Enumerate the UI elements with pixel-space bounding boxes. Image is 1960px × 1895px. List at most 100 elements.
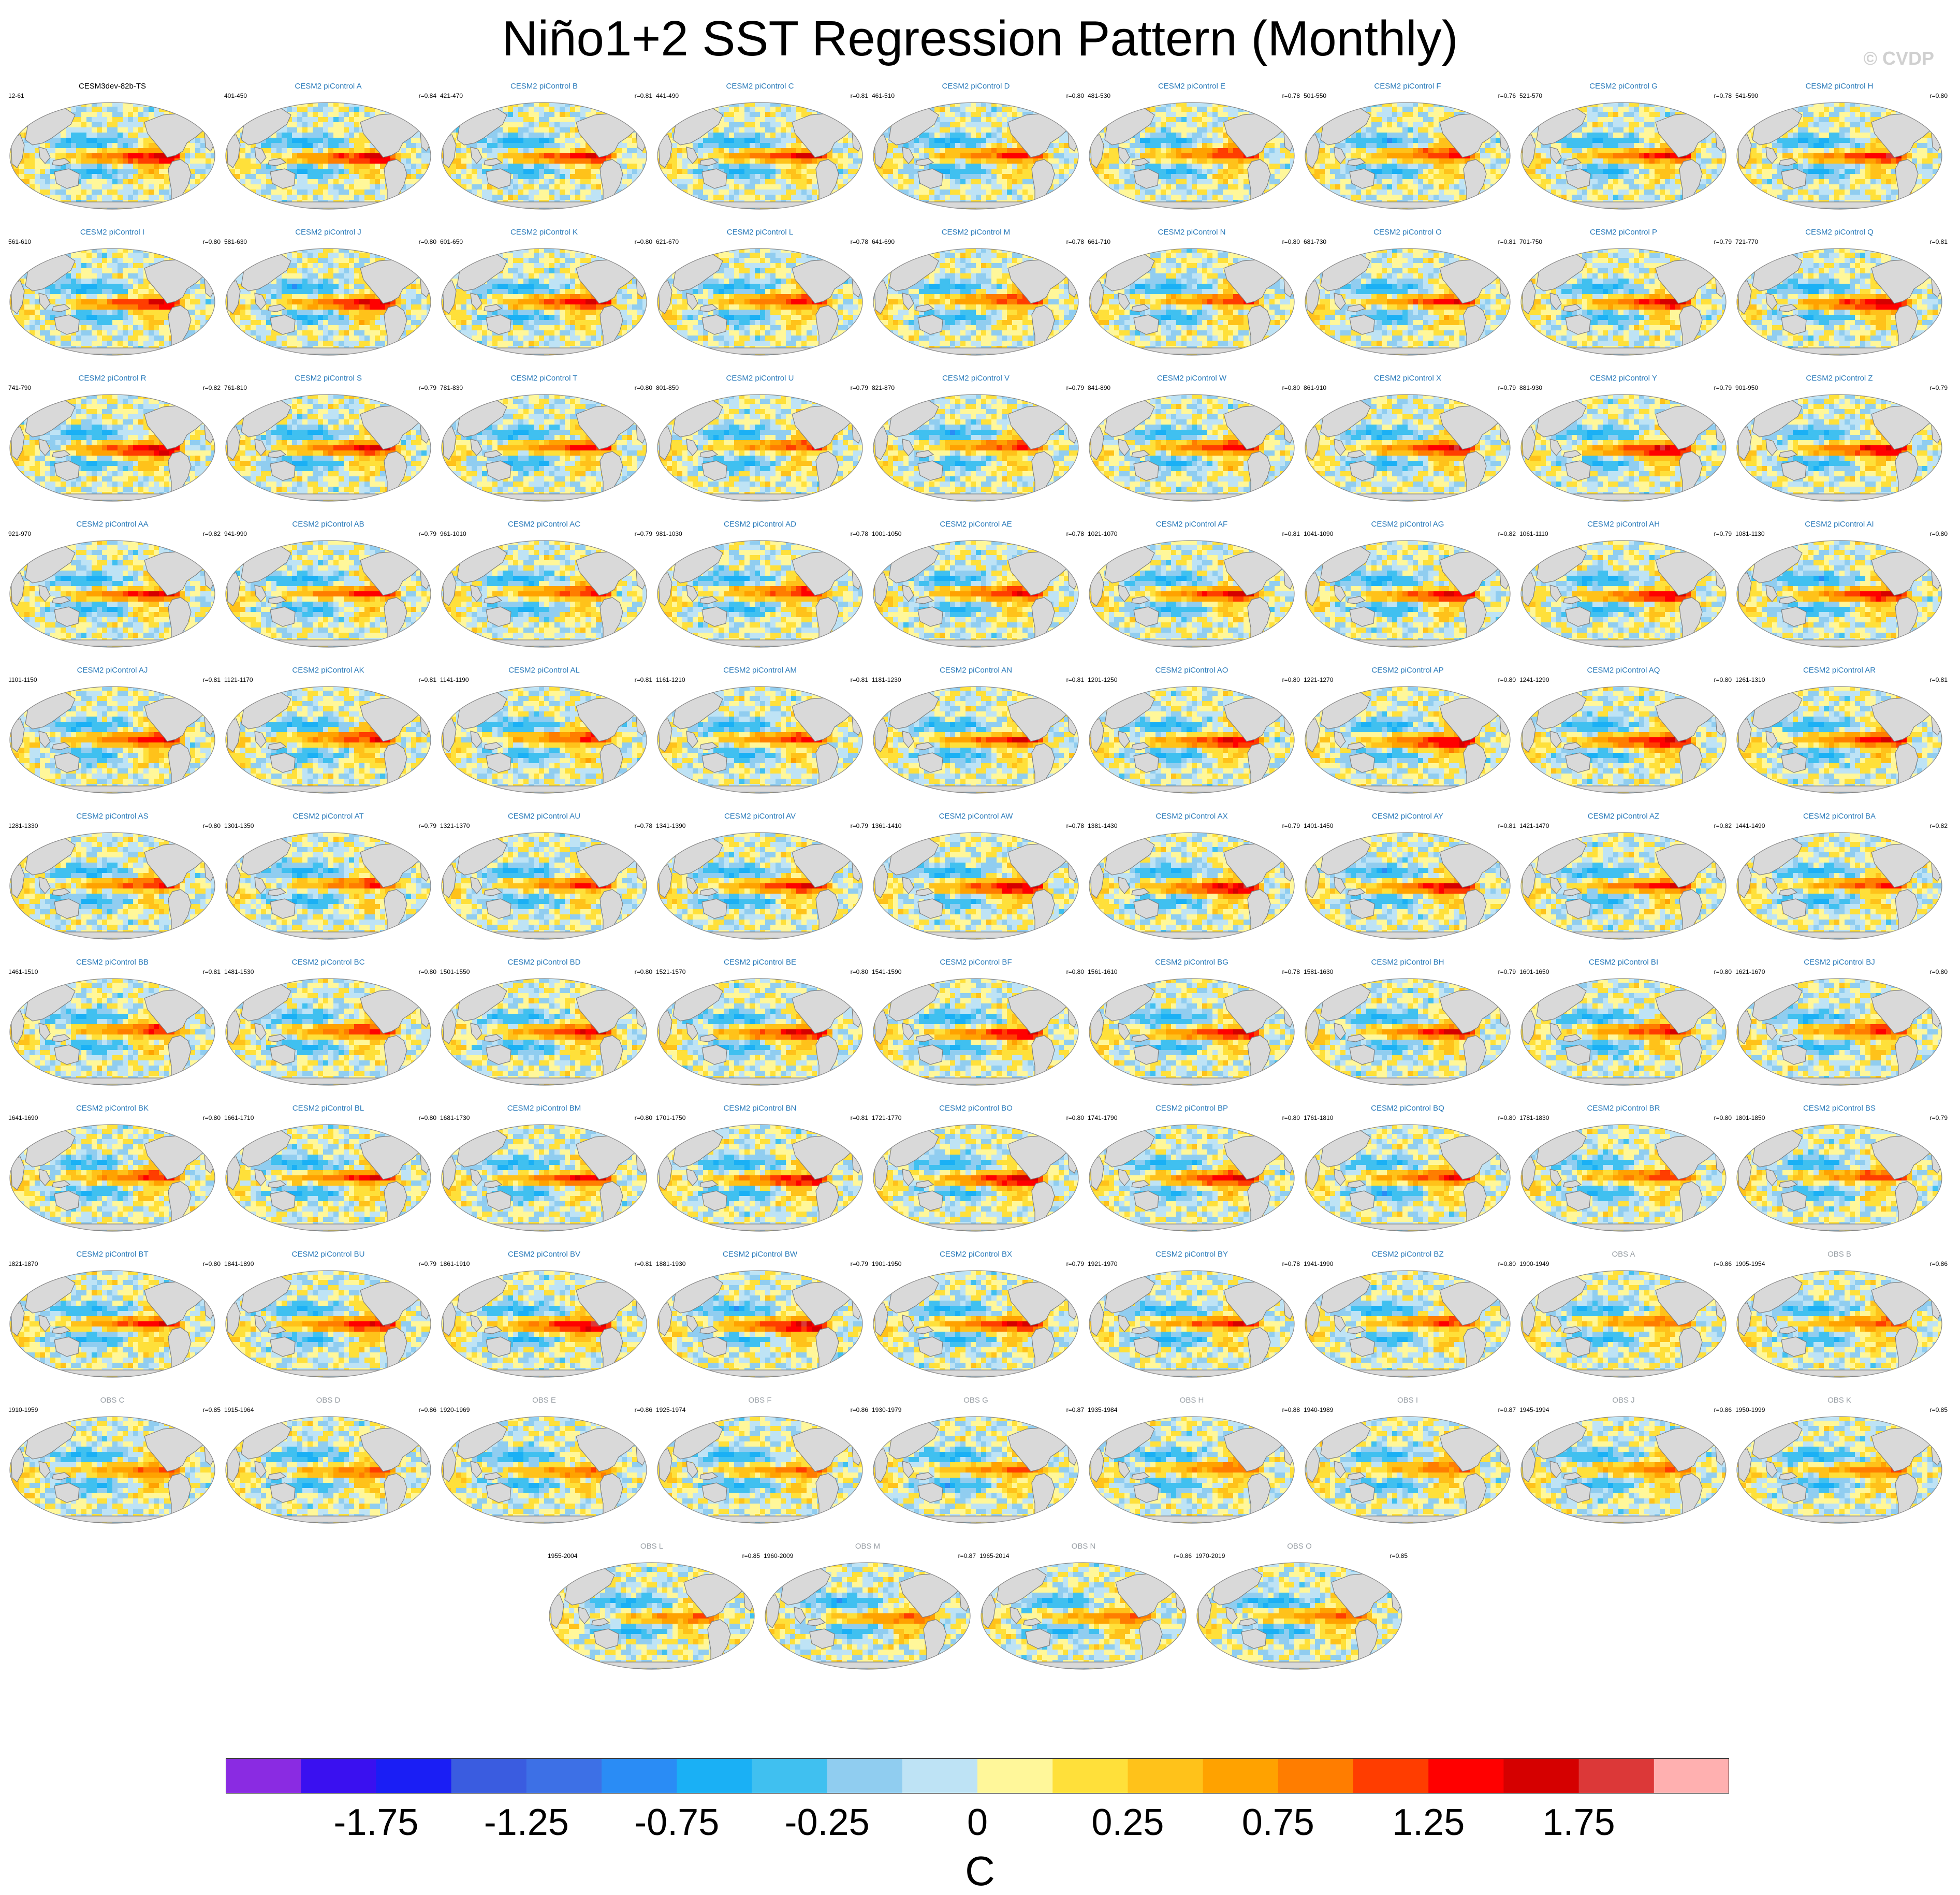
- panel-title: CESM2 piControl Q: [1733, 228, 1946, 237]
- land-mask: [404, 544, 421, 555]
- land-mask: [620, 982, 637, 993]
- land-mask: [1248, 1182, 1270, 1226]
- land-mask: [1325, 932, 1490, 938]
- land-mask: [1483, 398, 1501, 409]
- land-mask: [600, 159, 623, 204]
- panel-years: 1901-1950: [872, 1260, 901, 1267]
- robinson-map: [1304, 1270, 1511, 1378]
- panel-title: CESM2 piControl AX: [1086, 812, 1298, 821]
- panel-title: CESM2 piControl AW: [870, 812, 1082, 821]
- panel-title: CESM2 piControl AI: [1733, 520, 1946, 529]
- panel-title: OBS I: [1301, 1396, 1514, 1405]
- land-mask: [1217, 1662, 1382, 1668]
- colorbar-bin: [1128, 1758, 1203, 1794]
- panel-pattern-correlation: r=0.79: [1498, 968, 1516, 975]
- land-mask: [1915, 252, 1933, 263]
- land-mask: [168, 1474, 191, 1518]
- robinson-map: [656, 101, 864, 210]
- land-mask: [1757, 640, 1922, 646]
- land-mask: [1051, 1420, 1069, 1431]
- panel-pattern-correlation: r=0.79: [1930, 384, 1948, 391]
- land-mask: [1375, 1566, 1393, 1577]
- land-mask: [1699, 836, 1717, 847]
- land-mask: [1464, 597, 1486, 642]
- land-mask: [1248, 744, 1270, 788]
- land-mask: [620, 544, 637, 555]
- panel-title: CESM2 piControl BT: [6, 1250, 218, 1259]
- panel-title: OBS M: [762, 1542, 974, 1551]
- panel-pattern-correlation: r=0.79: [1498, 384, 1516, 391]
- panel-years: 1101-1150: [8, 676, 37, 683]
- land-mask: [404, 836, 421, 847]
- land-mask: [1032, 597, 1055, 642]
- colorbar-bin: [902, 1758, 978, 1794]
- land-mask: [404, 690, 421, 701]
- panel-title: CESM2 piControl I: [6, 228, 218, 237]
- panel-title: CESM2 piControl AV: [654, 812, 866, 821]
- land-mask: [1267, 1128, 1285, 1139]
- panel-pattern-correlation: r=0.80: [1498, 1260, 1516, 1267]
- land-mask: [620, 1420, 637, 1431]
- panel-pattern-correlation: r=0.80: [203, 822, 221, 829]
- land-mask: [188, 690, 206, 701]
- panel-title: CESM2 piControl BO: [870, 1104, 1082, 1113]
- panel-years: 1201-1250: [1088, 676, 1117, 683]
- panel-years: 1121-1170: [224, 676, 253, 683]
- land-mask: [1541, 1516, 1706, 1522]
- robinson-map: [872, 101, 1079, 210]
- land-mask: [1051, 690, 1069, 701]
- robinson-map: [872, 540, 1079, 648]
- land-mask: [1915, 544, 1933, 555]
- land-mask: [893, 640, 1059, 646]
- land-mask: [893, 202, 1059, 208]
- colorbar-tick-label: 1.25: [1392, 1802, 1465, 1841]
- land-mask: [1895, 890, 1918, 934]
- land-mask: [1895, 159, 1918, 204]
- panel-title: CESM2 piControl AD: [654, 520, 866, 529]
- land-mask: [836, 836, 853, 847]
- land-mask: [1051, 398, 1069, 409]
- land-mask: [404, 1274, 421, 1285]
- land-mask: [1109, 640, 1275, 646]
- panel-years: 541-590: [1735, 92, 1758, 99]
- panel-pattern-correlation: r=0.81: [1930, 238, 1948, 245]
- panel-pattern-correlation: r=0.80: [1498, 1114, 1516, 1121]
- panel-pattern-correlation: r=0.79: [851, 1260, 868, 1267]
- land-mask: [836, 252, 853, 263]
- panel-title: CESM2 piControl BY: [1086, 1250, 1298, 1259]
- land-mask: [1757, 348, 1922, 354]
- panel-title: CESM2 piControl Y: [1517, 374, 1730, 383]
- panel-years: 1920-1969: [440, 1406, 470, 1413]
- land-mask: [1032, 744, 1055, 788]
- land-mask: [1051, 1274, 1069, 1285]
- panel-years: 1521-1570: [656, 968, 685, 975]
- panel-years: 701-750: [1519, 238, 1542, 245]
- panel-pattern-correlation: r=0.79: [419, 530, 436, 537]
- robinson-map: [1736, 101, 1943, 210]
- land-mask: [1464, 159, 1486, 204]
- panel-pattern-correlation: r=0.85: [1930, 1406, 1948, 1413]
- land-mask: [1032, 1328, 1055, 1372]
- panel-pattern-correlation: r=0.80: [1066, 1114, 1084, 1121]
- robinson-map: [441, 978, 648, 1086]
- panel-title: OBS L: [546, 1542, 758, 1551]
- panel-pattern-correlation: r=0.80: [203, 1114, 221, 1121]
- robinson-map: [656, 1124, 864, 1232]
- colorbar-tick-label: 1.75: [1543, 1802, 1615, 1841]
- panel-years: 1041-1090: [1304, 530, 1333, 537]
- panel-pattern-correlation: r=0.79: [1714, 384, 1732, 391]
- land-mask: [1109, 1516, 1275, 1522]
- panel-years: 1935-1984: [1088, 1406, 1117, 1413]
- panel-years: 1681-1730: [440, 1114, 470, 1121]
- land-mask: [384, 1328, 407, 1372]
- panel-years: 721-770: [1735, 238, 1758, 245]
